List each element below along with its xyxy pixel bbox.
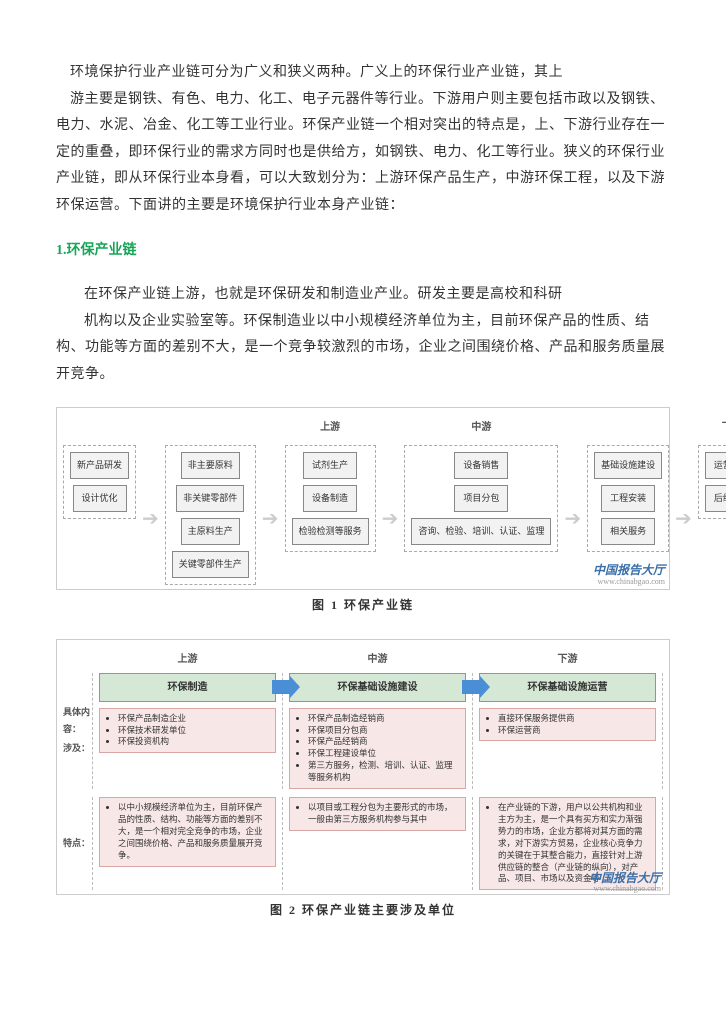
trait-text: 以项目或工程分包为主要形式的市场，一般由第三方服务机构参与其中 [308, 802, 459, 826]
stage-bullets: 环保产品制造企业环保技术研发单位环保投资机构 [99, 708, 276, 754]
bullet-item: 环保产品制造经销商 [308, 713, 459, 725]
bullet-item: 环保项目分包商 [308, 725, 459, 737]
bullet-item: 环保技术研发单位 [118, 725, 269, 737]
flowchart-node: 主原料生产 [181, 518, 240, 545]
stage-label: 上游 [178, 650, 198, 669]
flowchart-node: 设计优化 [73, 485, 127, 512]
stage-column: 环保制造环保产品制造企业环保技术研发单位环保投资机构 [92, 673, 283, 789]
stage-label: 下游 [558, 650, 578, 669]
node-group: 新产品研发设计优化 [63, 445, 136, 519]
flowchart-node: 新产品研发 [70, 452, 129, 479]
watermark: 中国报告大厅 www.chinabgao.com [593, 563, 665, 587]
column-label: 下游 [722, 418, 726, 437]
flow-arrow-icon [462, 680, 480, 694]
watermark-title: 中国报告大厅 [593, 563, 665, 577]
flowchart-node: 工程安装 [601, 485, 655, 512]
node-group: 运营管理后续服务 [698, 445, 726, 519]
stage-bullets: 环保产品制造经销商环保项目分包商环保产品经销商环保工程建设单位第三方服务，检测、… [289, 708, 466, 789]
trait-box: 以项目或工程分包为主要形式的市场，一般由第三方服务机构参与其中 [289, 797, 466, 831]
node-group: 设备销售项目分包咨询、检验、培训、认证、监理 [404, 445, 558, 552]
stage-header: 环保基础设施建设 [289, 673, 466, 702]
bullet-item: 环保运营商 [498, 725, 649, 737]
column-label: 上游 [320, 418, 340, 437]
flowchart-node: 设备制造 [303, 485, 357, 512]
flowchart-node: 关键零部件生产 [172, 551, 249, 578]
row-label-content: 具体内容： [63, 704, 93, 738]
column-label [98, 418, 101, 437]
node-group: 试剂生产设备制造检验检测等服务 [285, 445, 376, 552]
section-heading-1: 1.环保产业链 [56, 238, 670, 265]
figure-2-container: 上游 中游 下游 具体内容： 涉及： 环保制造环保产品制造企业环保技术研发单位环保投… [56, 639, 670, 922]
stage-column: 环保基础设施运营直接环保服务提供商环保运营商 [472, 673, 663, 789]
stage-header: 环保制造 [99, 673, 276, 702]
row-label-trait: 特点： [63, 797, 93, 890]
flowchart-node: 非关键零部件 [176, 485, 244, 512]
trait-text: 以中小规模经济单位为主，目前环保产品的性质、结构、功能等方面的差别不大，是一个相… [118, 802, 269, 861]
flowchart-node: 基础设施建设 [594, 452, 662, 479]
column-label: 中游 [471, 418, 491, 437]
column-label [209, 418, 212, 437]
trait-column: 以中小规模经济单位为主，目前环保产品的性质、结构、功能等方面的差别不大，是一个相… [92, 797, 283, 890]
watermark: 中国报告大厅 www.chinabgao.com [589, 872, 661, 894]
arrow-right-icon: ➔ [142, 509, 159, 529]
figure-1-diagram: 新产品研发设计优化 ➔ 非主要原料非关键零部件主原料生产关键零部件生产 ➔ 上游试剂生… [56, 407, 670, 590]
stage-column: 环保基础设施建设环保产品制造经销商环保项目分包商环保产品经销商环保工程建设单位第… [282, 673, 473, 789]
arrow-right-icon: ➔ [382, 509, 399, 529]
bullet-item: 直接环保服务提供商 [498, 713, 649, 725]
figure-1-caption: 图 1 环保产业链 [56, 594, 670, 617]
flowchart-column: 上游试剂生产设备制造检验检测等服务 [285, 418, 376, 552]
arrow-right-icon: ➔ [564, 509, 581, 529]
flowchart-node: 试剂生产 [303, 452, 357, 479]
flowchart-node: 检验检测等服务 [292, 518, 369, 545]
arrow-right-icon: ➔ [675, 509, 692, 529]
stage-label: 中游 [368, 650, 388, 669]
flowchart-node: 设备销售 [454, 452, 508, 479]
flowchart-column: 中游设备销售项目分包咨询、检验、培训、认证、监理 [404, 418, 558, 552]
figure-1-container: 新产品研发设计优化 ➔ 非主要原料非关键零部件主原料生产关键零部件生产 ➔ 上游试剂生… [56, 407, 670, 617]
intro-paragraph-rest: 游主要是钢铁、有色、电力、化工、电子元器件等行业。下游用户则主要包括市政以及钢铁… [56, 87, 670, 220]
stage-header: 环保基础设施运营 [479, 673, 656, 702]
node-group: 基础设施建设工程安装相关服务 [587, 445, 669, 552]
flowchart-node: 运营管理 [705, 452, 726, 479]
intro-paragraph-line1: 环境保护行业产业链可分为广义和狭义两种。广义上的环保行业产业链，其上 [56, 60, 670, 87]
para2-rest: 机构以及企业实验室等。环保制造业以中小规模经济单位为主，目前环保产品的性质、结构… [56, 309, 670, 389]
watermark-url: www.chinabgao.com [593, 577, 665, 587]
bullet-item: 环保产品制造企业 [118, 713, 269, 725]
para2-line1: 在环保产业链上游，也就是环保研发和制造业产业。研发主要是高校和科研 [56, 282, 670, 309]
watermark-url: www.chinabgao.com [589, 885, 661, 894]
flowchart-node: 项目分包 [454, 485, 508, 512]
trait-box: 以中小规模经济单位为主，目前环保产品的性质、结构、功能等方面的差别不大，是一个相… [99, 797, 276, 866]
flowchart-column: 下游运营管理后续服务 [698, 418, 726, 519]
figure-2-caption: 图 2 环保产业链主要涉及单位 [56, 899, 670, 922]
flowchart-column: 非主要原料非关键零部件主原料生产关键零部件生产 [165, 418, 256, 585]
stage-bullets: 直接环保服务提供商环保运营商 [479, 708, 656, 742]
node-group: 非主要原料非关键零部件主原料生产关键零部件生产 [165, 445, 256, 585]
bullet-item: 环保工程建设单位 [308, 748, 459, 760]
flowchart-node: 非主要原料 [181, 452, 240, 479]
bullet-item: 环保产品经销商 [308, 736, 459, 748]
column-label [627, 418, 630, 437]
flowchart-node: 后续服务 [705, 485, 726, 512]
bullet-item: 环保投资机构 [118, 736, 269, 748]
arrow-right-icon: ➔ [262, 509, 279, 529]
flowchart-node: 相关服务 [601, 518, 655, 545]
flow-arrow-icon [272, 680, 290, 694]
flowchart-column: 新产品研发设计优化 [63, 418, 136, 519]
bullet-item: 第三方服务，检测、培训、认证、监理等服务机构 [308, 760, 459, 784]
trait-column: 以项目或工程分包为主要形式的市场，一般由第三方服务机构参与其中 [282, 797, 473, 890]
flowchart-node: 咨询、检验、培训、认证、监理 [411, 518, 551, 545]
figure-2-diagram: 上游 中游 下游 具体内容： 涉及： 环保制造环保产品制造企业环保技术研发单位环保投… [56, 639, 670, 896]
flowchart-column: 基础设施建设工程安装相关服务 [587, 418, 669, 552]
row-label-involved: 涉及： [63, 740, 93, 757]
